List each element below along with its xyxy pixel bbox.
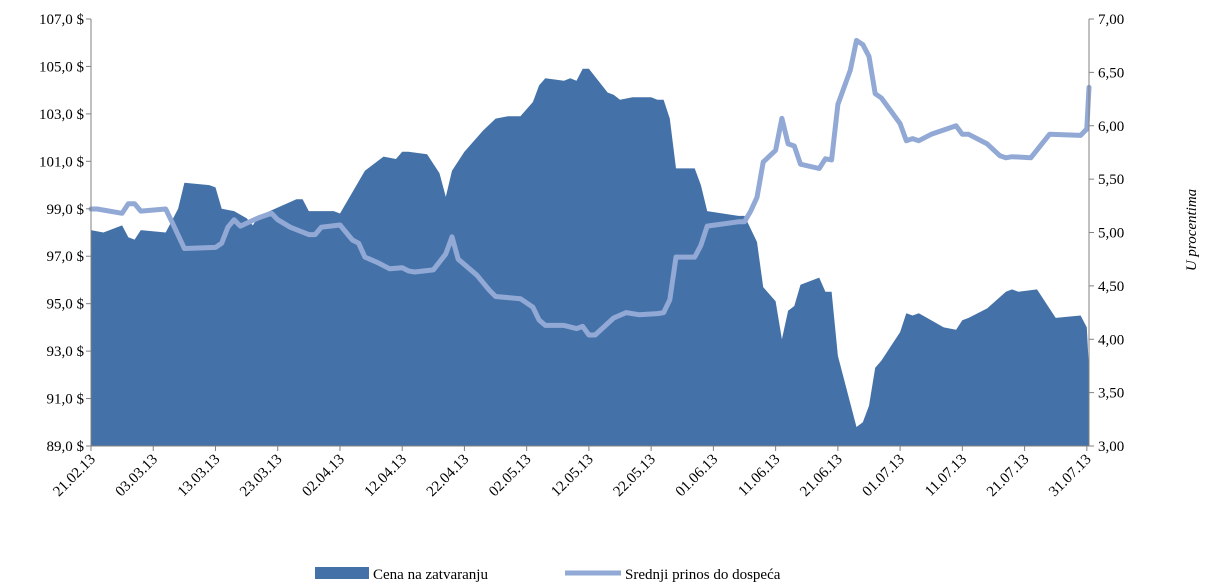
- legend-label-area: Cena na zatvaranju: [373, 567, 488, 583]
- left-tick-label: 101,0 $: [39, 154, 85, 170]
- left-tick-label: 91,0 $: [47, 392, 85, 408]
- x-tick-label: 31.07.13: [1046, 452, 1094, 500]
- right-tick-label: 6,50: [1098, 65, 1124, 81]
- x-tick-label: 22.04.13: [424, 452, 472, 500]
- right-tick-label: 4,50: [1098, 279, 1124, 295]
- legend-label-line: Srednji prinos do dospeća: [625, 567, 781, 583]
- right-tick-label: 3,50: [1098, 386, 1124, 402]
- left-tick-label: 95,0 $: [47, 297, 85, 313]
- x-tick-label: 23.03.13: [237, 452, 285, 500]
- x-tick-label: 03.03.13: [113, 452, 161, 500]
- left-tick-label: 105,0 $: [39, 59, 85, 75]
- x-tick-label: 12.04.13: [362, 452, 410, 500]
- right-tick-label: 5,50: [1098, 172, 1124, 188]
- x-tick-label: 02.05.13: [486, 452, 534, 500]
- right-tick-label: 5,00: [1098, 226, 1124, 242]
- x-tick-label: 21.07.13: [984, 452, 1032, 500]
- left-tick-label: 93,0 $: [47, 344, 85, 360]
- x-tick-label: 02.04.13: [299, 452, 347, 500]
- legend: Cena na zatvaranju Srednji prinos do dos…: [315, 567, 781, 583]
- x-tick-label: 21.06.13: [797, 452, 845, 500]
- left-tick-label: 99,0 $: [47, 202, 85, 218]
- plot-area: [88, 37, 1092, 447]
- x-tick-label: 21.02.13: [50, 452, 98, 500]
- right-tick-label: 4,00: [1098, 332, 1124, 348]
- x-tick-label: 12.05.13: [548, 452, 596, 500]
- right-tick-label: 7,00: [1098, 12, 1124, 28]
- left-tick-label: 89,0 $: [47, 439, 85, 455]
- left-tick-label: 107,0 $: [39, 12, 85, 28]
- left-tick-label: 97,0 $: [47, 249, 85, 265]
- legend-swatch-area: [315, 567, 369, 579]
- right-tick-label: 6,00: [1098, 119, 1124, 135]
- x-tick-label: 01.06.13: [673, 452, 721, 500]
- x-tick-label: 11.06.13: [735, 452, 783, 500]
- x-tick-label: 22.05.13: [610, 452, 658, 500]
- x-tick-label: 13.03.13: [175, 452, 223, 500]
- x-tick-label: 01.07.13: [859, 452, 907, 500]
- line-series-srednji-prinos: [88, 37, 1092, 338]
- left-tick-label: 103,0 $: [39, 107, 85, 123]
- area-series-cena-na-zatvaranju: [91, 68, 1089, 447]
- right-tick-label: 3,00: [1098, 439, 1124, 455]
- x-tick-label: 11.07.13: [922, 452, 970, 500]
- right-axis-label: U procentima: [1184, 189, 1200, 271]
